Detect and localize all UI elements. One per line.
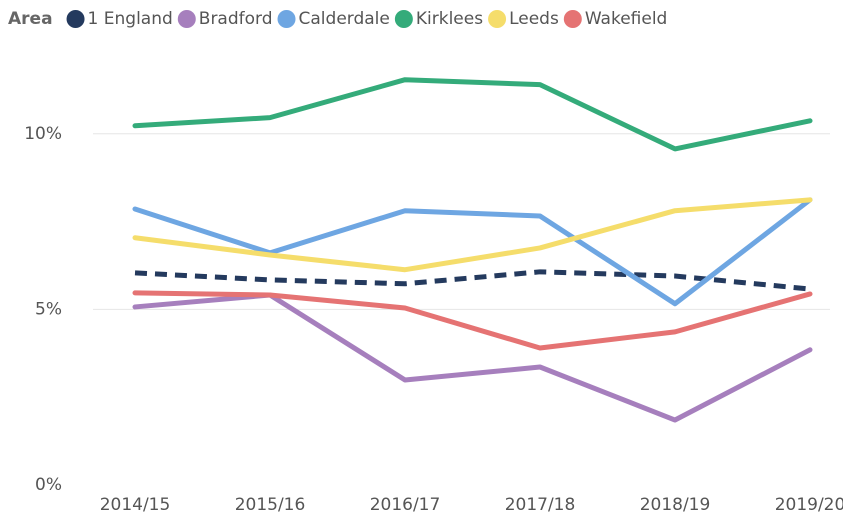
x-tick-label: 2015/16 [235, 495, 306, 515]
series-line [132, 197, 813, 273]
series-line [134, 269, 811, 292]
x-tick-label: 2018/19 [640, 495, 711, 515]
legend-label: 1 England [88, 9, 173, 29]
legend-marker [66, 10, 85, 28]
legend-label: Kirklees [416, 9, 483, 29]
legend-label: Bradford [199, 9, 273, 29]
x-tick-label: 2016/17 [370, 495, 441, 515]
legend-marker [563, 10, 582, 28]
x-tick-label: 2014/15 [100, 495, 171, 515]
y-tick-label: 10% [24, 124, 62, 144]
series-line [132, 197, 813, 307]
y-tick-label: 5% [35, 299, 62, 319]
legend-marker [488, 10, 507, 28]
y-tick-label: 0% [35, 475, 62, 495]
series-line [132, 77, 813, 152]
legend-title: Area [8, 9, 53, 29]
legend-marker [277, 10, 296, 28]
legend-label: Leeds [509, 9, 559, 29]
legend-marker [177, 10, 196, 28]
legend-marker [394, 10, 413, 28]
series-line [132, 292, 813, 423]
x-tick-label: 2017/18 [505, 495, 576, 515]
legend-label: Calderdale [299, 9, 390, 29]
legend-label: Wakefield [585, 9, 668, 29]
x-tick-label: 2019/20 [775, 495, 843, 515]
series-line [132, 290, 813, 351]
